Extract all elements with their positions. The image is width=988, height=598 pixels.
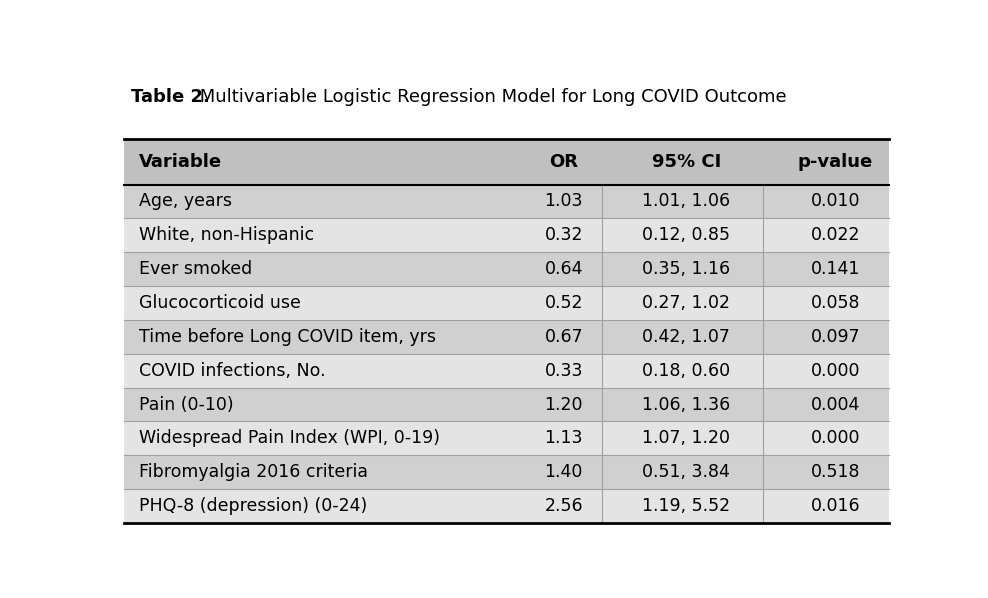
Text: 0.67: 0.67 — [544, 328, 583, 346]
Text: p-value: p-value — [798, 152, 873, 170]
Text: 0.518: 0.518 — [811, 463, 861, 481]
Text: 0.000: 0.000 — [811, 429, 861, 447]
Bar — [124, 185, 889, 218]
Text: 1.06, 1.36: 1.06, 1.36 — [642, 395, 730, 414]
Text: 0.058: 0.058 — [811, 294, 861, 312]
Bar — [124, 320, 889, 354]
Text: Glucocorticoid use: Glucocorticoid use — [138, 294, 300, 312]
Text: 1.01, 1.06: 1.01, 1.06 — [642, 193, 730, 210]
Text: 0.64: 0.64 — [544, 260, 583, 278]
Bar — [124, 252, 889, 286]
Bar — [124, 218, 889, 252]
Text: Age, years: Age, years — [138, 193, 232, 210]
Text: Fibromyalgia 2016 criteria: Fibromyalgia 2016 criteria — [138, 463, 368, 481]
Text: 0.35, 1.16: 0.35, 1.16 — [642, 260, 730, 278]
Text: Ever smoked: Ever smoked — [138, 260, 252, 278]
Text: 2.56: 2.56 — [544, 497, 583, 515]
Text: 0.097: 0.097 — [811, 328, 861, 346]
Text: Widespread Pain Index (WPI, 0-19): Widespread Pain Index (WPI, 0-19) — [138, 429, 440, 447]
Text: 0.42, 1.07: 0.42, 1.07 — [642, 328, 730, 346]
Text: 0.51, 3.84: 0.51, 3.84 — [642, 463, 730, 481]
Bar — [124, 354, 889, 388]
Text: 0.022: 0.022 — [811, 226, 861, 245]
Text: 0.52: 0.52 — [544, 294, 583, 312]
Bar — [124, 455, 889, 489]
Text: 0.33: 0.33 — [544, 362, 583, 380]
Text: OR: OR — [549, 152, 578, 170]
Text: 0.27, 1.02: 0.27, 1.02 — [642, 294, 730, 312]
Text: PHQ-8 (depression) (0-24): PHQ-8 (depression) (0-24) — [138, 497, 368, 515]
Bar — [124, 388, 889, 422]
Text: 1.40: 1.40 — [544, 463, 583, 481]
Text: Time before Long COVID item, yrs: Time before Long COVID item, yrs — [138, 328, 436, 346]
Text: 0.000: 0.000 — [811, 362, 861, 380]
Text: 0.32: 0.32 — [544, 226, 583, 245]
Bar — [124, 422, 889, 455]
Bar — [124, 489, 889, 523]
Text: 1.07, 1.20: 1.07, 1.20 — [642, 429, 730, 447]
Text: 0.141: 0.141 — [811, 260, 861, 278]
Text: White, non-Hispanic: White, non-Hispanic — [138, 226, 314, 245]
Text: 0.010: 0.010 — [811, 193, 861, 210]
Text: Pain (0-10): Pain (0-10) — [138, 395, 233, 414]
Text: 0.12, 0.85: 0.12, 0.85 — [642, 226, 730, 245]
Bar — [124, 286, 889, 320]
Text: 0.004: 0.004 — [811, 395, 861, 414]
Text: 95% CI: 95% CI — [652, 152, 721, 170]
Text: 1.13: 1.13 — [544, 429, 583, 447]
Text: 1.03: 1.03 — [544, 193, 583, 210]
Text: Table 2.: Table 2. — [131, 88, 210, 106]
Bar — [124, 139, 889, 185]
Text: 0.18, 0.60: 0.18, 0.60 — [642, 362, 730, 380]
Text: 1.19, 5.52: 1.19, 5.52 — [642, 497, 730, 515]
Text: 0.016: 0.016 — [811, 497, 861, 515]
Text: Multivariable Logistic Regression Model for Long COVID Outcome: Multivariable Logistic Regression Model … — [194, 88, 786, 106]
Text: 1.20: 1.20 — [544, 395, 583, 414]
Text: COVID infections, No.: COVID infections, No. — [138, 362, 325, 380]
Text: Variable: Variable — [138, 152, 222, 170]
